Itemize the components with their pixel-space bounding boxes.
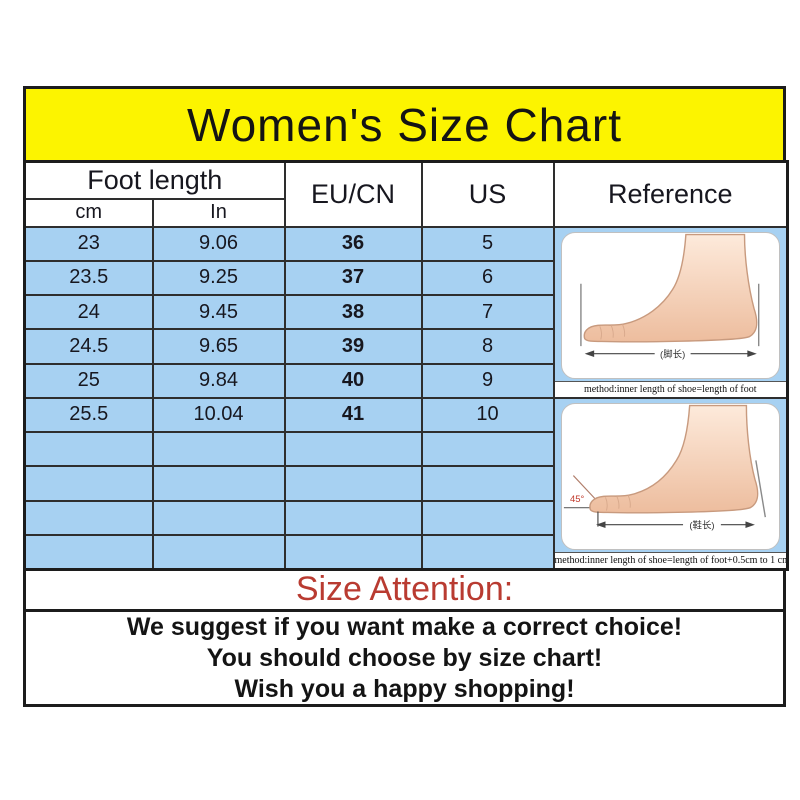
header-cm: cm	[23, 197, 154, 228]
cell-cm: 25	[23, 362, 154, 399]
cell-eu: 41	[283, 396, 423, 434]
advice-line-2: You should choose by size chart!	[206, 643, 603, 672]
advice-line-1: We suggest if you want make a correct ch…	[126, 612, 683, 641]
cell-inch: 9.06	[151, 225, 286, 262]
cell-cm: 23	[23, 225, 154, 262]
empty-cell	[283, 533, 423, 571]
empty-cell	[420, 533, 555, 571]
cell-inch: 9.84	[151, 362, 286, 399]
header-row-2: cm In	[23, 197, 788, 228]
table-row: 23 9.06 36 5	[23, 225, 789, 570]
table-row: 25.5 10.04 41 10	[23, 396, 788, 434]
table-row: 24 9.45 38 7	[23, 293, 788, 331]
size-attention-bar: Size Attention:	[23, 567, 786, 612]
cell-eu: 37	[283, 259, 423, 297]
reference-cell: (脚长) method:inner length of shoe=length …	[552, 225, 789, 570]
empty-cell	[23, 533, 154, 571]
angle-45-label: 45°	[569, 494, 583, 505]
page-title: Women's Size Chart	[187, 98, 622, 151]
empty-cell	[283, 430, 423, 468]
foot-length-label: (脚长)	[660, 348, 685, 360]
foot-figure-2-image: (鞋长) 45°	[560, 402, 780, 550]
table-row-empty	[23, 499, 788, 536]
header-reference: Reference	[552, 160, 789, 228]
size-table: Foot length EU/CN US Reference cm In 23 …	[23, 160, 789, 571]
table-row: 23.5 9.25 37 6	[23, 259, 788, 297]
foot-figure-1-image: (脚长)	[560, 231, 780, 379]
cell-cm: 23.5	[23, 259, 154, 297]
cell-eu: 38	[283, 293, 423, 331]
cell-cm: 25.5	[23, 396, 154, 434]
table-row-empty	[23, 430, 788, 468]
empty-cell	[283, 499, 423, 536]
reference-figures: (脚长) method:inner length of shoe=length …	[554, 228, 786, 568]
empty-cell	[23, 499, 154, 536]
size-attention-heading: Size Attention:	[295, 570, 514, 608]
table-row: 24.5 9.65 39 8	[23, 328, 788, 365]
empty-cell	[420, 430, 555, 468]
size-chart-sheet: Women's Size Chart Foot length EU/CN US …	[23, 86, 789, 707]
figure-2-caption: method:inner length of shoe=length of fo…	[554, 551, 786, 568]
cell-us: 8	[420, 328, 555, 365]
chart-title-bar: Women's Size Chart	[23, 86, 786, 163]
table-row-empty	[23, 533, 788, 571]
cell-us: 7	[420, 293, 555, 331]
header-row-1: Foot length EU/CN US Reference	[23, 160, 789, 228]
cell-cm: 24.5	[23, 328, 154, 365]
cell-eu: 40	[283, 362, 423, 399]
shoe-length-label: (鞋长)	[689, 519, 714, 531]
empty-cell	[151, 465, 286, 502]
empty-cell	[23, 430, 154, 468]
cell-us: 6	[420, 259, 555, 297]
foot-measure-figure-1: (脚长) method:inner length of shoe=length …	[554, 228, 786, 397]
header-eu-cn: EU/CN	[283, 160, 423, 228]
empty-cell	[151, 430, 286, 468]
header-inch: In	[151, 197, 286, 228]
foot-side-angle-icon: (鞋长) 45°	[563, 404, 766, 531]
advice-line-3: Wish you a happy shopping!	[234, 674, 575, 703]
advice-note-box: We suggest if you want make a correct ch…	[23, 608, 786, 707]
cell-eu: 36	[283, 225, 423, 262]
table-row: 25 9.84 40 9	[23, 362, 788, 399]
header-us: US	[420, 160, 555, 228]
cell-eu: 39	[283, 328, 423, 365]
cell-us: 9	[420, 362, 555, 399]
foot-side-icon: (脚长)	[579, 233, 759, 360]
cell-inch: 10.04	[151, 396, 286, 434]
empty-cell	[283, 465, 423, 502]
empty-cell	[420, 465, 555, 502]
empty-cell	[151, 533, 286, 571]
empty-cell	[420, 499, 555, 536]
empty-cell	[23, 465, 154, 502]
foot-measure-figure-2: (鞋长) 45° method:inner length of shoe=len…	[554, 396, 786, 568]
header-foot-length: Foot length	[23, 160, 286, 200]
table-row-empty	[23, 465, 788, 502]
cell-us: 10	[420, 396, 555, 434]
cell-inch: 9.25	[151, 259, 286, 297]
cell-inch: 9.45	[151, 293, 286, 331]
cell-inch: 9.65	[151, 328, 286, 365]
figure-1-caption: method:inner length of shoe=length of fo…	[554, 380, 786, 397]
cell-cm: 24	[23, 293, 154, 331]
cell-us: 5	[420, 225, 555, 262]
empty-cell	[151, 499, 286, 536]
